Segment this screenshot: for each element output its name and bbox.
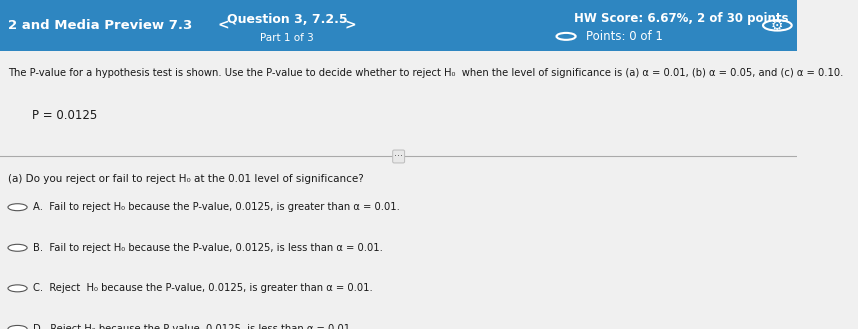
Text: <: < <box>217 18 229 32</box>
Text: HW Score: 6.67%, 2 of 30 points: HW Score: 6.67%, 2 of 30 points <box>574 12 789 25</box>
Circle shape <box>8 285 27 292</box>
Circle shape <box>8 325 27 329</box>
Text: A.  Fail to reject H₀ because the P-value, 0.0125, is greater than α = 0.01.: A. Fail to reject H₀ because the P-value… <box>33 202 401 212</box>
Text: ···: ··· <box>394 151 403 162</box>
FancyBboxPatch shape <box>0 0 797 51</box>
Text: P = 0.0125: P = 0.0125 <box>32 109 97 122</box>
Text: Points: 0 of 1: Points: 0 of 1 <box>586 30 663 43</box>
Text: Part 1 of 3: Part 1 of 3 <box>260 34 314 43</box>
Text: B.  Fail to reject H₀ because the P-value, 0.0125, is less than α = 0.01.: B. Fail to reject H₀ because the P-value… <box>33 243 384 253</box>
Text: (a) Do you reject or fail to reject H₀ at the 0.01 level of significance?: (a) Do you reject or fail to reject H₀ a… <box>8 174 364 184</box>
Text: 2 and Media Preview 7.3: 2 and Media Preview 7.3 <box>8 19 192 32</box>
Text: The P-value for a hypothesis test is shown. Use the P-value to decide whether to: The P-value for a hypothesis test is sho… <box>8 68 843 78</box>
Text: Question 3, 7.2.5: Question 3, 7.2.5 <box>227 13 347 26</box>
Text: >: > <box>345 18 357 32</box>
Circle shape <box>8 244 27 251</box>
Text: D.  Reject H₀ because the P-value, 0.0125, is less than α = 0.01.: D. Reject H₀ because the P-value, 0.0125… <box>33 324 353 329</box>
Circle shape <box>8 204 27 211</box>
Text: ⚙: ⚙ <box>771 18 783 32</box>
Text: C.  Reject  H₀ because the P-value, 0.0125, is greater than α = 0.01.: C. Reject H₀ because the P-value, 0.0125… <box>33 283 373 293</box>
